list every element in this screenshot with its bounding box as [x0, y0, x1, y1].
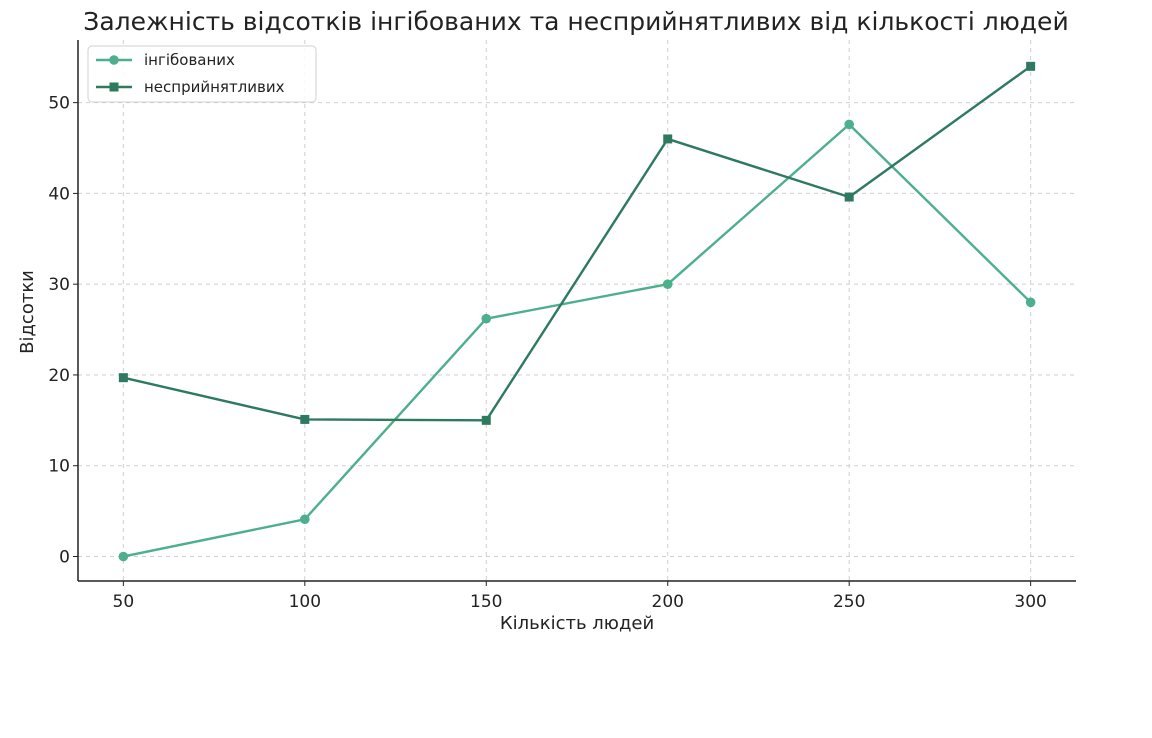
y-tick-label: 10: [48, 457, 70, 477]
x-tick-label: 50: [113, 592, 135, 612]
data-point-square: [1026, 61, 1036, 71]
data-point-circle: [300, 514, 310, 525]
legend-marker-square: [109, 82, 119, 92]
x-tick-label: 150: [470, 592, 502, 612]
series-0: [118, 119, 1036, 562]
data-point-circle: [481, 313, 492, 324]
chart-title: Залежність відсотків інгібованих та несп…: [83, 7, 1068, 36]
x-tick-label: 200: [652, 592, 684, 612]
data-point-circle: [118, 551, 129, 562]
x-tick-label: 300: [1014, 592, 1046, 612]
y-tick-label: 50: [48, 94, 70, 114]
data-point-square: [118, 373, 128, 383]
tick-labels: 50 100 150 200 250 300 0 10 20 30 40 50: [48, 94, 1047, 612]
legend-label: інгібованих: [144, 51, 235, 69]
legend-marker-circle: [109, 55, 119, 65]
data-point-circle: [844, 119, 854, 130]
legend-item: несприйнятливих: [96, 78, 285, 96]
series-line: [123, 123, 1032, 558]
series-layer: [118, 61, 1036, 562]
y-tick-label: 30: [48, 275, 70, 295]
y-tick-label: 20: [48, 366, 70, 386]
series-1: [118, 61, 1036, 425]
legend-label: несприйнятливих: [144, 78, 285, 96]
x-tick-label: 250: [833, 592, 865, 612]
legend: інгібованих несприйнятливих: [87, 45, 317, 103]
data-point-square: [300, 414, 310, 424]
data-point-circle: [1025, 297, 1036, 308]
y-axis-label: Відсотки: [17, 270, 38, 354]
data-point-circle: [662, 279, 673, 289]
axes: [73, 40, 1076, 586]
y-tick-label: 40: [48, 184, 70, 204]
data-point-square: [844, 192, 854, 202]
x-tick-label: 100: [289, 592, 321, 612]
legend-box: [87, 45, 317, 103]
series-line: [123, 65, 1032, 422]
legend-item: інгібованих: [96, 51, 235, 69]
data-point-square: [481, 415, 491, 425]
data-point-square: [663, 134, 673, 144]
gridlines: [78, 40, 1076, 581]
x-axis-label: Кількість людей: [500, 613, 654, 634]
y-tick-label: 0: [59, 547, 70, 567]
